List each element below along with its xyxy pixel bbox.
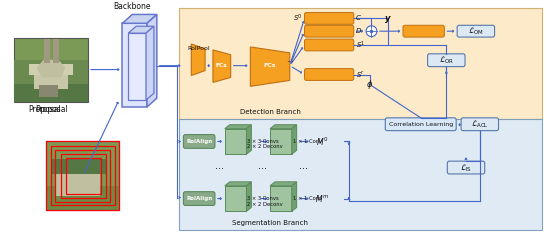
Text: 3 × 3 Convs: 3 × 3 Convs: [248, 138, 279, 144]
Text: Detection Branch: Detection Branch: [240, 109, 300, 115]
Text: $S^1$: $S^1$: [356, 39, 365, 51]
Text: 2 × 2 Deconv: 2 × 2 Deconv: [248, 145, 283, 149]
Polygon shape: [225, 125, 251, 129]
Circle shape: [366, 26, 377, 37]
Polygon shape: [270, 182, 296, 186]
Text: FCs: FCs: [216, 63, 228, 68]
Text: $M^m$: $M^m$: [315, 193, 329, 204]
Polygon shape: [250, 47, 290, 86]
FancyBboxPatch shape: [427, 54, 465, 67]
Text: $\mathcal{L}_\mathrm{IS}$: $\mathcal{L}_\mathrm{IS}$: [460, 162, 472, 174]
Polygon shape: [191, 44, 205, 75]
Text: ...: ...: [258, 161, 267, 171]
Bar: [52, 159, 106, 174]
Bar: [56, 171, 100, 196]
FancyBboxPatch shape: [461, 118, 498, 131]
FancyBboxPatch shape: [305, 39, 354, 51]
Text: $S^r$: $S^r$: [356, 69, 365, 80]
Polygon shape: [123, 14, 157, 23]
Text: ...: ...: [286, 55, 294, 64]
FancyBboxPatch shape: [447, 161, 485, 174]
FancyBboxPatch shape: [184, 192, 215, 205]
Polygon shape: [123, 23, 147, 107]
Polygon shape: [43, 39, 50, 63]
Text: Proposal: Proposal: [28, 105, 60, 114]
Bar: [14, 73, 88, 102]
Polygon shape: [225, 182, 251, 186]
Polygon shape: [225, 186, 246, 211]
Polygon shape: [128, 33, 146, 100]
Text: $\mathcal{L}_\mathrm{OM}$: $\mathcal{L}_\mathrm{OM}$: [468, 25, 483, 37]
Bar: [179, 8, 542, 119]
Bar: [14, 38, 88, 102]
FancyBboxPatch shape: [305, 12, 354, 24]
Polygon shape: [225, 129, 246, 154]
Polygon shape: [37, 60, 65, 78]
Polygon shape: [292, 125, 296, 154]
Polygon shape: [270, 125, 296, 129]
Bar: [179, 119, 542, 230]
Polygon shape: [246, 182, 251, 211]
Bar: [46, 186, 119, 210]
Polygon shape: [270, 129, 292, 154]
FancyBboxPatch shape: [386, 118, 456, 131]
Polygon shape: [213, 50, 230, 82]
Text: Segmentation Branch: Segmentation Branch: [232, 220, 308, 226]
Text: $\mathcal{L}_\mathrm{ACL}$: $\mathcal{L}_\mathrm{ACL}$: [471, 119, 488, 130]
Bar: [14, 60, 88, 84]
Text: $\phi$: $\phi$: [366, 78, 373, 91]
Text: $\mathcal{L}_\mathrm{OR}$: $\mathcal{L}_\mathrm{OR}$: [439, 55, 454, 67]
Text: 1 × 1 Conv: 1 × 1 Conv: [293, 139, 322, 144]
Bar: [62, 154, 106, 198]
Text: RoIAlign: RoIAlign: [186, 139, 212, 144]
Bar: [51, 146, 114, 205]
Text: $\boldsymbol{y}$: $\boldsymbol{y}$: [384, 14, 392, 25]
Text: ...: ...: [299, 161, 308, 171]
FancyBboxPatch shape: [305, 69, 354, 80]
Polygon shape: [146, 26, 154, 100]
Text: $M^0$: $M^0$: [316, 135, 328, 148]
Text: 3 × 3 Convs: 3 × 3 Convs: [248, 196, 279, 201]
Text: RoIPool: RoIPool: [187, 46, 210, 51]
Text: C: C: [356, 15, 361, 21]
Text: Proposal: Proposal: [35, 105, 68, 114]
Bar: [66, 158, 101, 194]
Bar: [46, 141, 119, 210]
Polygon shape: [246, 125, 251, 154]
Text: Backbone: Backbone: [113, 1, 151, 11]
FancyBboxPatch shape: [457, 25, 494, 37]
Polygon shape: [128, 26, 154, 33]
Text: 2 × 2 Deconv: 2 × 2 Deconv: [248, 202, 283, 207]
Text: FCs: FCs: [264, 63, 276, 68]
Text: 1 × 1 Conv: 1 × 1 Conv: [293, 196, 322, 201]
Bar: [39, 85, 58, 97]
Text: $S^0$: $S^0$: [293, 13, 303, 24]
Polygon shape: [270, 186, 292, 211]
Text: Correlation Learning: Correlation Learning: [389, 122, 453, 127]
Bar: [29, 64, 73, 75]
Polygon shape: [147, 14, 157, 107]
Bar: [56, 150, 109, 202]
FancyBboxPatch shape: [305, 25, 354, 37]
Bar: [14, 84, 88, 102]
FancyBboxPatch shape: [184, 135, 215, 148]
Text: RoIAlign: RoIAlign: [186, 196, 212, 201]
Polygon shape: [292, 182, 296, 211]
Text: D: D: [356, 28, 361, 34]
Bar: [46, 141, 119, 210]
Polygon shape: [53, 39, 59, 63]
Text: ...: ...: [216, 161, 224, 171]
FancyBboxPatch shape: [403, 25, 444, 37]
Bar: [34, 70, 68, 89]
